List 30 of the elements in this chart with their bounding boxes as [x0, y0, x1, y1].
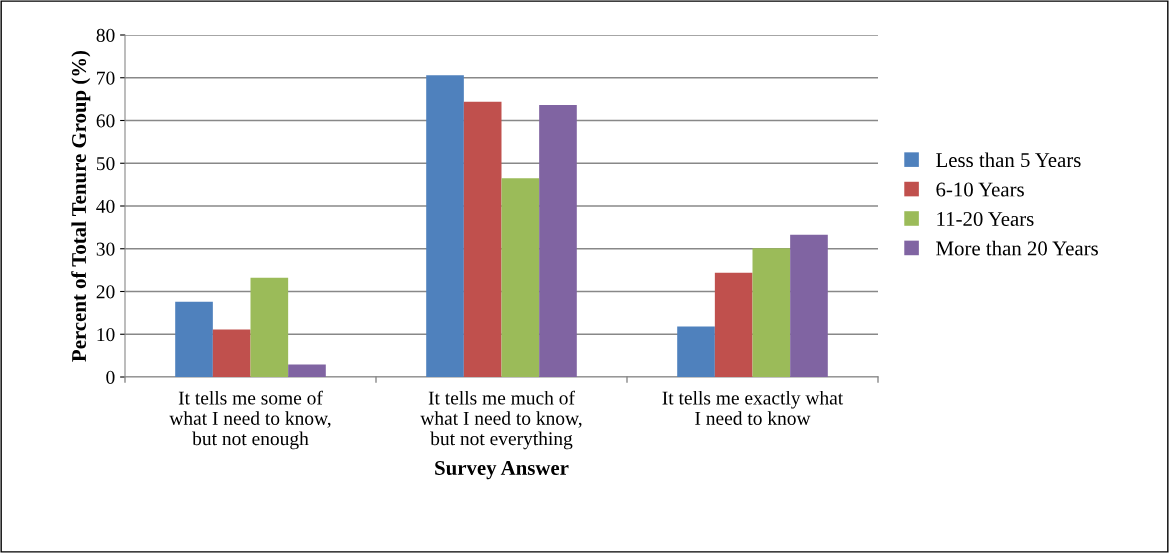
legend-label: 6-10 Years: [936, 182, 1024, 197]
bar: [212, 329, 251, 377]
y-tick-label: 30: [96, 242, 115, 256]
y-axis-title: Percent of Total Tenure Group (%): [71, 50, 91, 362]
x-tick-label: It tells me much of what I need to know, but not everything: [420, 390, 582, 450]
bar: [463, 101, 502, 377]
bar: [539, 105, 577, 377]
legend-label: Less than 5 Years: [936, 152, 1081, 168]
bar: [752, 248, 791, 377]
y-tick-label: 0: [106, 370, 115, 384]
y-tick-label: 70: [97, 71, 115, 85]
bar: [501, 178, 540, 377]
legend-label: 11-20 Years: [937, 211, 1034, 226]
x-axis-title: Survey Answer: [435, 460, 569, 480]
x-tick-label: It tells me exactly what I need to know: [662, 390, 844, 425]
y-tick-label: 10: [97, 328, 115, 342]
bar: [250, 277, 289, 377]
y-tick-label: 60: [96, 114, 115, 128]
y-tick-label: 20: [96, 285, 115, 299]
legend-label: More than 20 Years: [936, 240, 1098, 256]
x-tick-label: It tells me some of what I need to know, but not enough: [169, 390, 331, 450]
y-tick-label: 40: [96, 199, 115, 213]
bar: [714, 272, 753, 377]
bar: [426, 75, 464, 377]
bar: [288, 364, 326, 377]
bar: [677, 326, 715, 377]
bar: [175, 301, 213, 377]
y-tick-label: 50: [96, 157, 115, 171]
y-tick-label: 80: [96, 28, 115, 42]
bar: [790, 234, 828, 377]
